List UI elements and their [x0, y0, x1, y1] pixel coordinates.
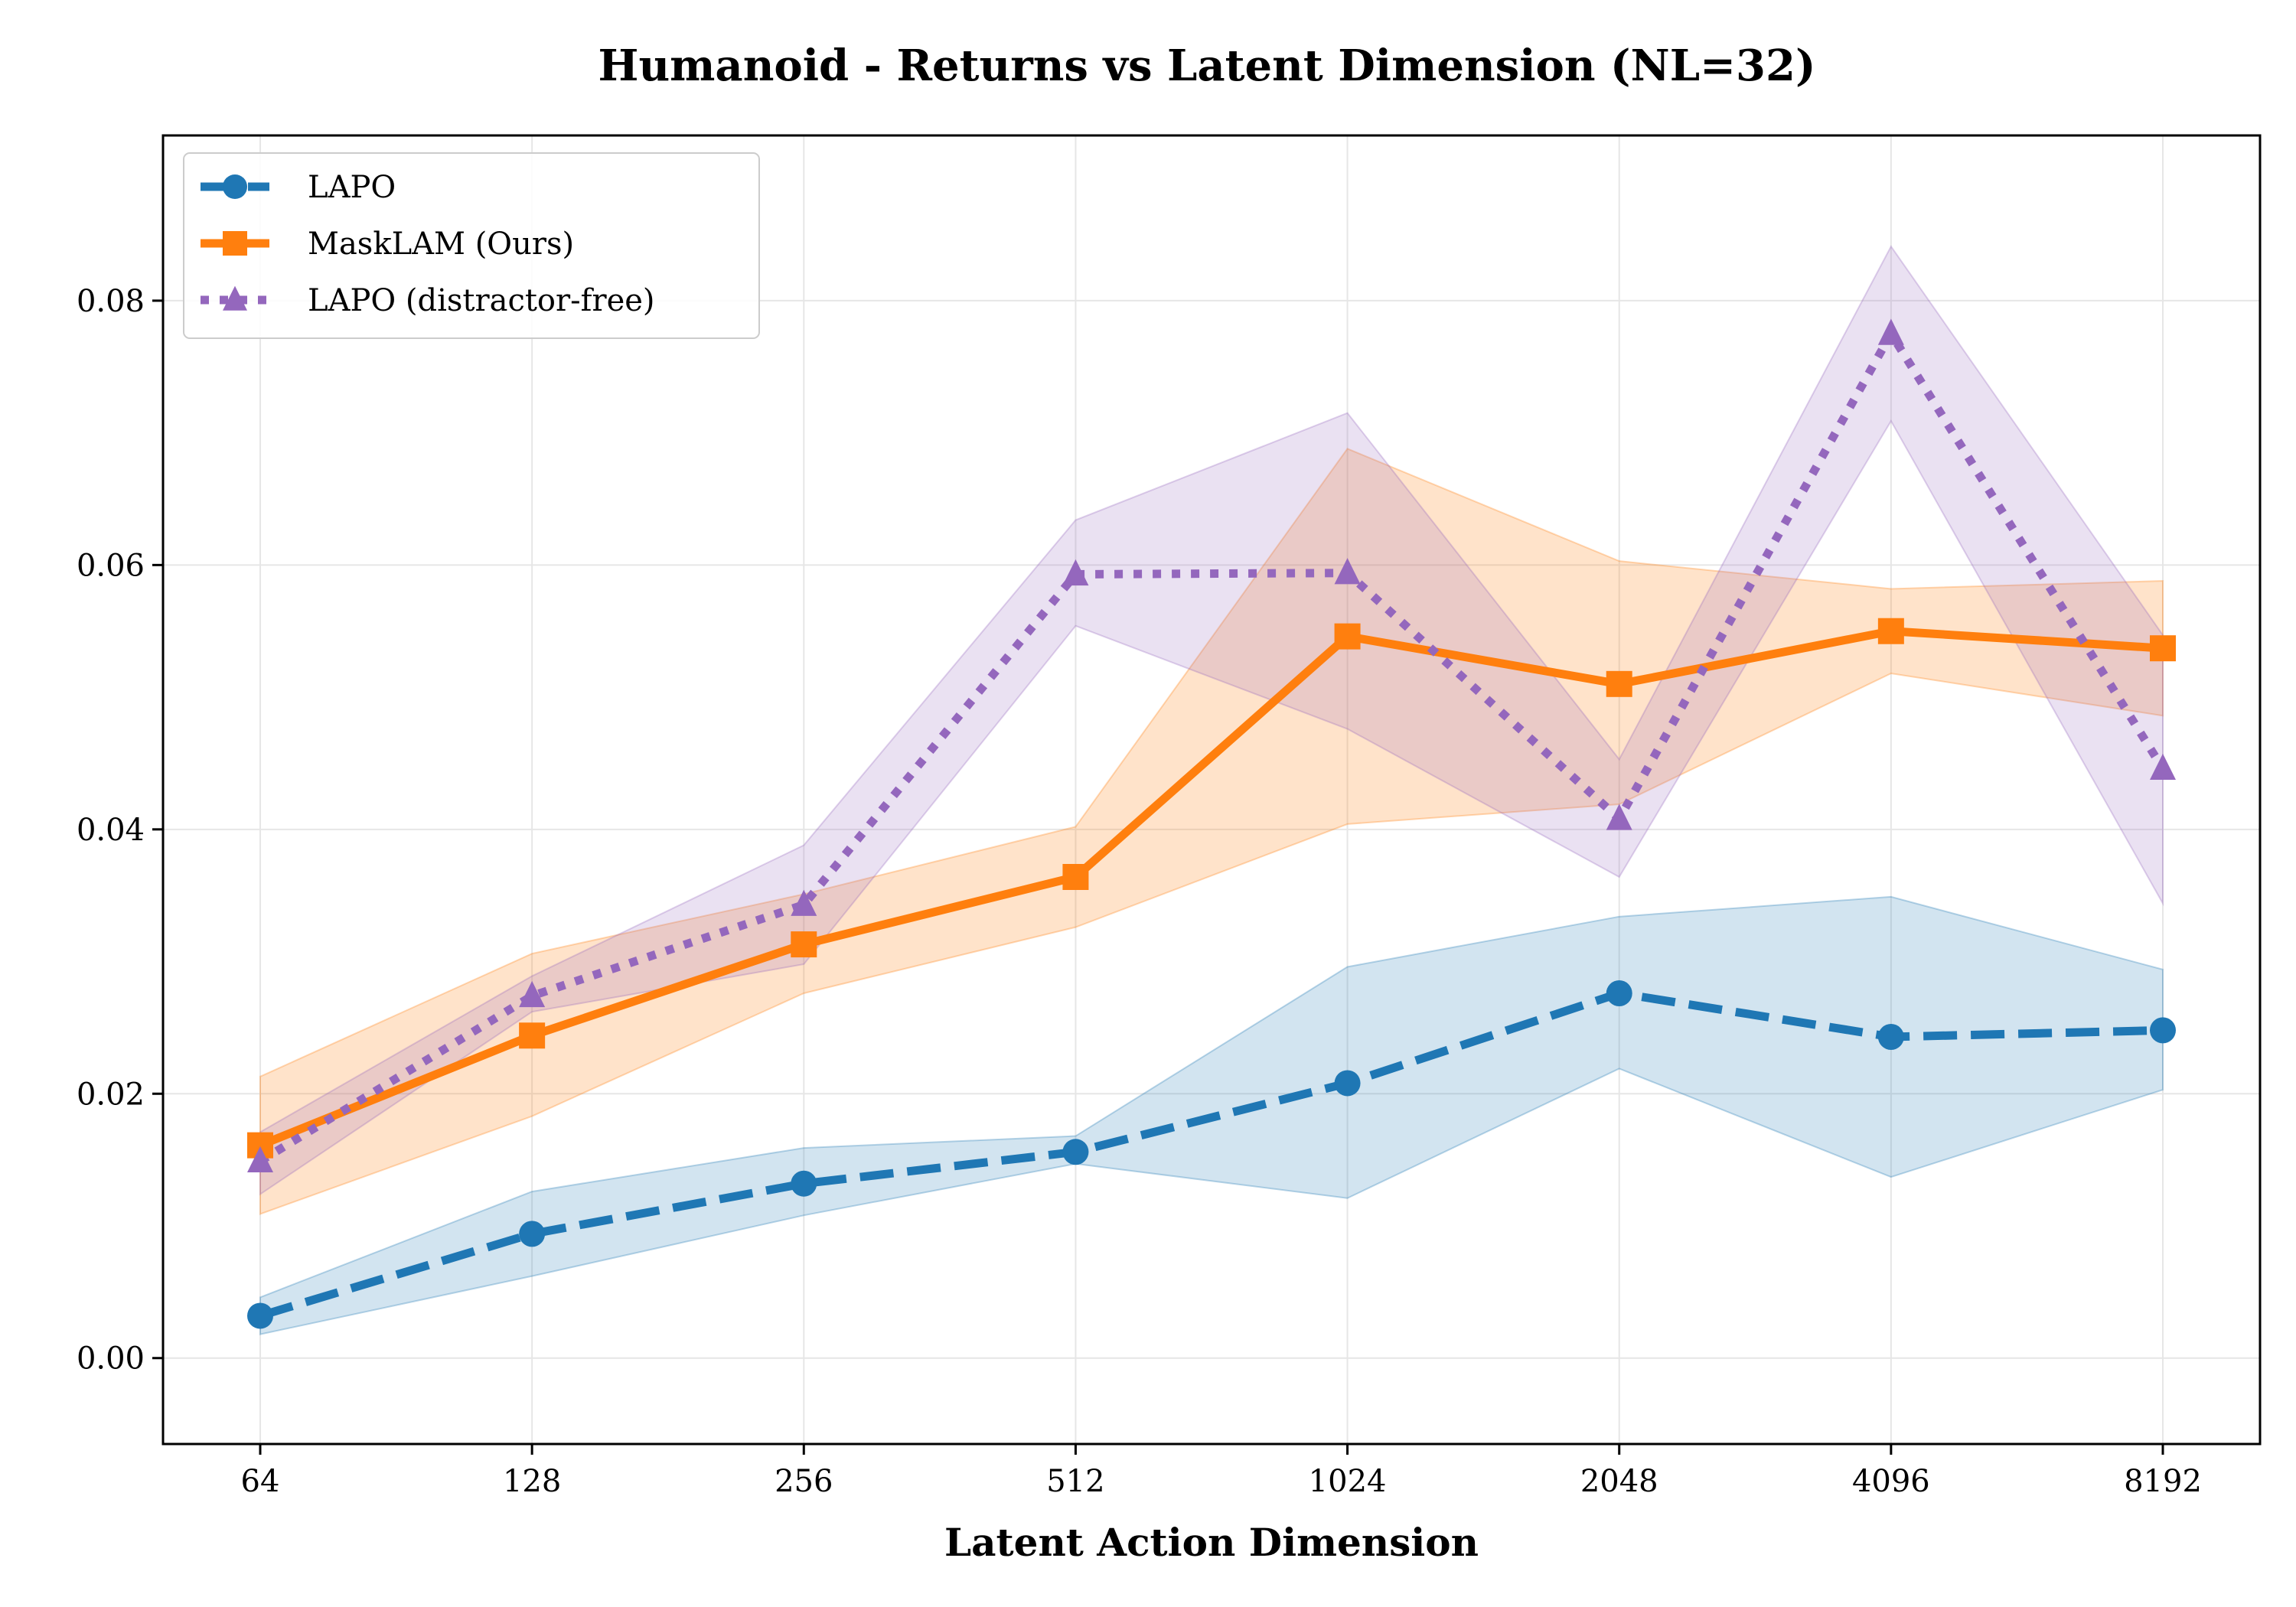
series-line [258, 329, 2167, 1165]
y-tick-label: 0.00 [77, 1341, 145, 1377]
data-point [1062, 1139, 1089, 1165]
series-lines [258, 329, 2167, 1320]
confidence-band [259, 448, 2164, 1215]
data-point [247, 1146, 273, 1173]
legend: LAPO MaskLAM (Ours) LAPO (distractor-free) [183, 152, 760, 339]
confidence-band [259, 245, 2164, 1196]
y-tick-label: 0.06 [77, 548, 145, 583]
x-tick-label: 1024 [1309, 1464, 1387, 1499]
x-tick-label: 4096 [1852, 1464, 1930, 1499]
series-line [258, 627, 2164, 1149]
x-axis-label: Latent Action Dimension [944, 1520, 1479, 1565]
y-axis-ticks: 0.00 0.02 0.04 0.06 0.08 [77, 284, 163, 1377]
chart-title: Humanoid - Returns vs Latent Dimension (… [598, 41, 1816, 91]
y-tick-label: 0.04 [77, 813, 145, 848]
data-point [2150, 753, 2176, 781]
data-point [791, 889, 817, 916]
data-point [1062, 864, 1089, 890]
y-tick-label: 0.08 [77, 284, 145, 319]
legend-swatch-marker [223, 231, 247, 256]
data-point [791, 1170, 817, 1197]
plot-area-frame [161, 134, 2262, 1446]
series-line [259, 989, 2164, 1320]
x-tick-label: 128 [503, 1464, 561, 1499]
x-axis-ticks: 64 128 256 512 1024 2048 4096 8192 [241, 1444, 2202, 1499]
data-point [1334, 623, 1361, 650]
x-tick-label: 2048 [1580, 1464, 1658, 1499]
data-point [791, 931, 817, 958]
data-point [1606, 670, 1632, 697]
x-tick-label: 8192 [2124, 1464, 2202, 1499]
data-point [1062, 559, 1089, 586]
x-tick-label: 512 [1046, 1464, 1104, 1499]
data-point [519, 980, 546, 1008]
data-point [519, 1022, 546, 1049]
data-point [1334, 558, 1361, 585]
data-point [1877, 318, 1904, 345]
data-point [1606, 804, 1632, 830]
x-tick-label: 64 [241, 1464, 280, 1499]
legend-label: LAPO (distractor-free) [308, 283, 655, 318]
legend-label: LAPO [308, 170, 396, 205]
series-markers [247, 318, 2176, 1329]
legend-swatch-marker [223, 285, 247, 311]
data-point [2150, 1017, 2176, 1044]
grid [163, 135, 2260, 1444]
x-tick-label: 256 [775, 1464, 833, 1499]
data-point [1877, 1024, 1904, 1050]
legend-label: MaskLAM (Ours) [308, 227, 574, 262]
data-point [1334, 1070, 1361, 1097]
data-point [247, 1302, 273, 1329]
legend-swatch-marker [223, 174, 247, 199]
y-tick-label: 0.02 [77, 1077, 145, 1112]
data-point [1877, 618, 1904, 644]
data-point [2150, 635, 2176, 662]
data-point [519, 1221, 546, 1247]
data-point [1606, 980, 1632, 1006]
legend-box [183, 152, 760, 339]
